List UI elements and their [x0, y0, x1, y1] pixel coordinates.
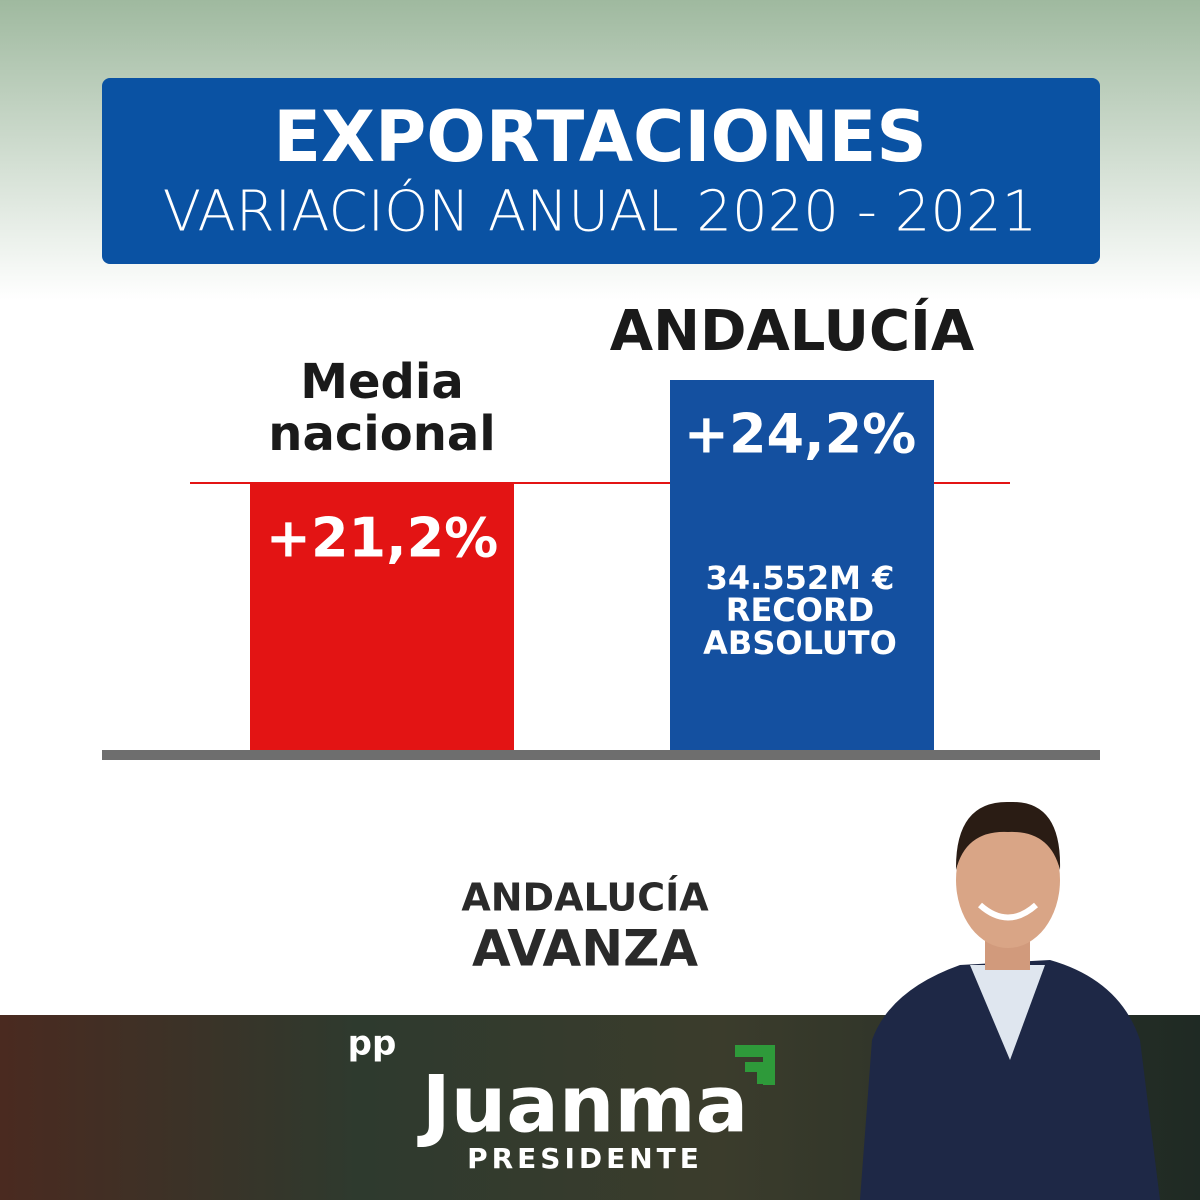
bar-label: Media — [300, 354, 464, 410]
title-box — [102, 78, 1100, 264]
slogan: ANDALUCÍA — [461, 876, 709, 920]
bar-note: RECORD — [726, 591, 874, 629]
bar-note: ABSOLUTO — [703, 624, 897, 662]
bar-label: nacional — [268, 406, 495, 462]
slogan: AVANZA — [472, 920, 698, 978]
portrait — [860, 801, 1160, 1200]
bar-label: ANDALUCÍA — [610, 298, 975, 364]
baseline — [102, 750, 1100, 760]
party-logo: pp — [348, 1024, 397, 1064]
bar — [250, 483, 514, 750]
logo-name: Juanma — [417, 1060, 749, 1150]
subtitle: VARIACIÓN ANUAL 2020 - 2021 — [163, 179, 1038, 244]
title: EXPORTACIONES — [273, 96, 927, 178]
logo-arrow — [735, 1045, 775, 1085]
bar-value: +24,2% — [684, 403, 917, 466]
bar-note: 34.552M € — [706, 559, 895, 597]
logo-role: PRESIDENTE — [467, 1142, 703, 1175]
bar — [670, 380, 934, 750]
bar-value: +21,2% — [266, 507, 499, 570]
